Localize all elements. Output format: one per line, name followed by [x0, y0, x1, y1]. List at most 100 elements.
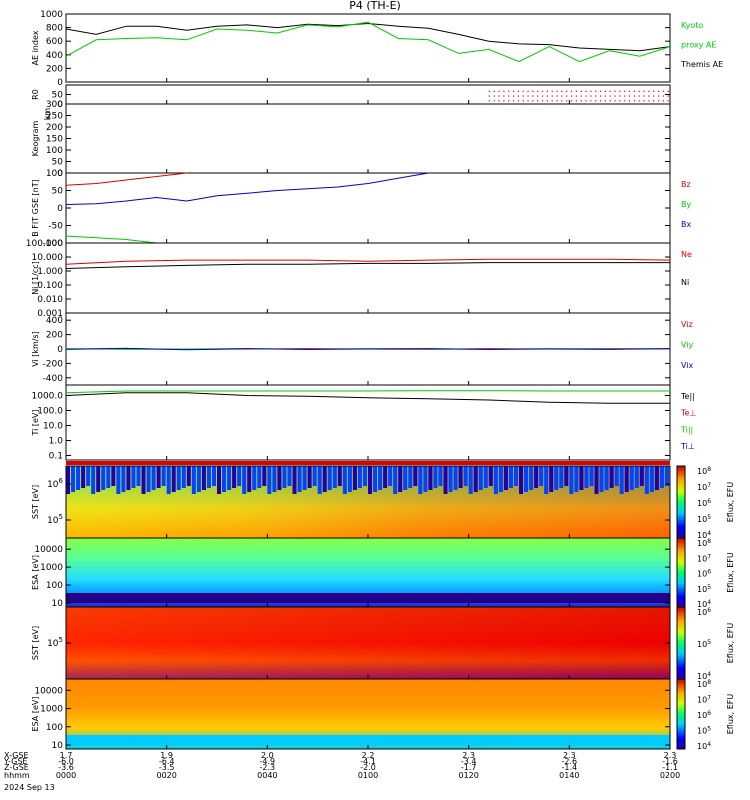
r0-point	[575, 95, 577, 97]
sst-e-band-mark	[242, 466, 247, 494]
sst-e-band-mark	[554, 466, 559, 490]
ae-legend-2: Themis AE	[680, 60, 723, 69]
keogram-yunit: km	[43, 108, 52, 121]
sst-e-band-mark	[473, 466, 478, 492]
sst-e-band-mark	[96, 466, 101, 492]
sst-e-band-mark	[524, 466, 529, 492]
sst-e-band-mark	[644, 466, 649, 494]
sst-e-band-mark	[362, 466, 367, 486]
r0-point	[590, 90, 592, 92]
sst-i-ytick-label: 105	[47, 636, 63, 649]
sst-e-band-mark	[664, 466, 669, 486]
sst-e-band-mark	[211, 466, 216, 486]
r0-point	[595, 100, 597, 102]
axis-y-gse-3: -4.1	[360, 757, 376, 766]
sst-e-band-mark	[181, 466, 186, 488]
sst-e-band-mark	[634, 466, 639, 488]
r0-point	[508, 95, 510, 97]
sst-e-band-mark	[206, 466, 211, 488]
velocity-legend-0: Viz	[681, 320, 693, 329]
sst-i-heatmap-layer	[66, 607, 670, 679]
r0-point	[580, 95, 582, 97]
sst-e-colorbar	[676, 465, 686, 539]
sst-e-band-mark	[463, 466, 468, 486]
r0-point	[628, 95, 631, 97]
r0-point	[599, 90, 602, 92]
esa-e-colorbar-tick: 107	[697, 553, 711, 563]
r0-point	[493, 100, 495, 102]
r0-point	[599, 95, 602, 97]
r0-point	[517, 90, 519, 92]
sst-e-colorbar-tick: 105	[697, 514, 711, 524]
r0-point	[522, 100, 524, 102]
r0-point	[532, 90, 534, 92]
esa-i-ylabel: ESA [eV]	[31, 697, 40, 732]
r0-point	[653, 90, 655, 92]
r0-point	[517, 100, 519, 102]
esa-i-ytick-label: 100	[46, 723, 63, 733]
ae-series-kyoto-proxy-ae	[65, 21, 671, 63]
sst-e-band-mark	[176, 466, 181, 490]
r0-point	[604, 95, 606, 97]
esa-i-colorbar-label: Eflux, EFU	[726, 694, 735, 735]
sst-e-band-mark	[252, 466, 257, 490]
sst-e-band-mark	[337, 466, 342, 486]
r0-point	[653, 100, 655, 102]
sst-e-band-mark	[277, 466, 282, 490]
r0-point	[498, 90, 500, 92]
r0-ytick-label: 50	[52, 91, 64, 101]
sst-e-band-mark	[433, 466, 438, 488]
r0-point	[643, 90, 645, 92]
r0-ytick-label: 0	[57, 100, 63, 110]
r0-point	[590, 95, 592, 97]
r0-point	[633, 100, 635, 102]
r0-point	[503, 95, 505, 97]
sst-e-ytick-label: 106	[47, 477, 63, 490]
r0-point	[614, 90, 616, 92]
esa-i-ytick-label: 1000	[40, 705, 63, 715]
velocity-ytick-label: -400	[43, 374, 64, 384]
esa-i-ytick-label: 10000	[34, 686, 63, 696]
sst-e-band-mark	[503, 466, 508, 490]
r0-point	[599, 100, 602, 102]
esa-e-colorbar	[676, 537, 686, 608]
sst-e-band-mark	[378, 466, 383, 490]
r0-point	[517, 95, 519, 97]
sst-e-band-mark	[508, 466, 513, 488]
bfield-ytick-label: -50	[48, 222, 63, 232]
r0-point	[619, 95, 621, 97]
bfield-ylabel: B FIT GSE [nT]	[31, 179, 40, 237]
esa-e-ylabel: ESA [eV]	[31, 555, 40, 590]
axis-row-label-1: Y-GSE	[3, 757, 27, 766]
keogram-ytick-label: 0	[57, 169, 63, 179]
velocity-ytick-label: -200	[43, 359, 64, 369]
r0-point	[614, 100, 616, 102]
r0-point	[508, 90, 510, 92]
keogram-ytick-label: 200	[46, 123, 63, 133]
axis-x-gse-5: 2.3	[563, 751, 576, 760]
sst-e-colorbar-tick: 108	[697, 466, 711, 476]
axis-x-gse-0: 1.7	[60, 751, 73, 760]
r0-point	[488, 95, 490, 97]
ae-legend-0: Kyoto	[681, 21, 703, 30]
axis-x-gse-4: 2.3	[462, 751, 475, 760]
r0-point	[498, 95, 500, 97]
r0-point	[551, 90, 553, 92]
sst-e-colorbar-tick: 107	[697, 482, 711, 492]
density-frame	[65, 242, 671, 314]
r0-point	[628, 90, 631, 92]
esa-i-colorbar-tick: 106	[697, 710, 711, 720]
sst-e-band-mark	[191, 466, 196, 494]
sst-e-colorbar-tick: 106	[697, 498, 711, 508]
axis-row-label-2: Z-GSE	[4, 763, 29, 772]
esa-e-low-band	[66, 593, 670, 603]
r0-point	[633, 90, 635, 92]
ae-ytick-label: 400	[46, 51, 63, 61]
sst-e-band-mark	[599, 466, 604, 492]
sst-e-band-mark	[418, 466, 423, 494]
density-ytick-label: 0.001	[37, 309, 63, 319]
axis-row-label-0: X-GSE	[4, 751, 29, 760]
sst-e-band-mark	[217, 466, 222, 494]
sst-e-band-mark	[101, 466, 106, 490]
bfield-ytick-label: -100	[43, 239, 64, 249]
